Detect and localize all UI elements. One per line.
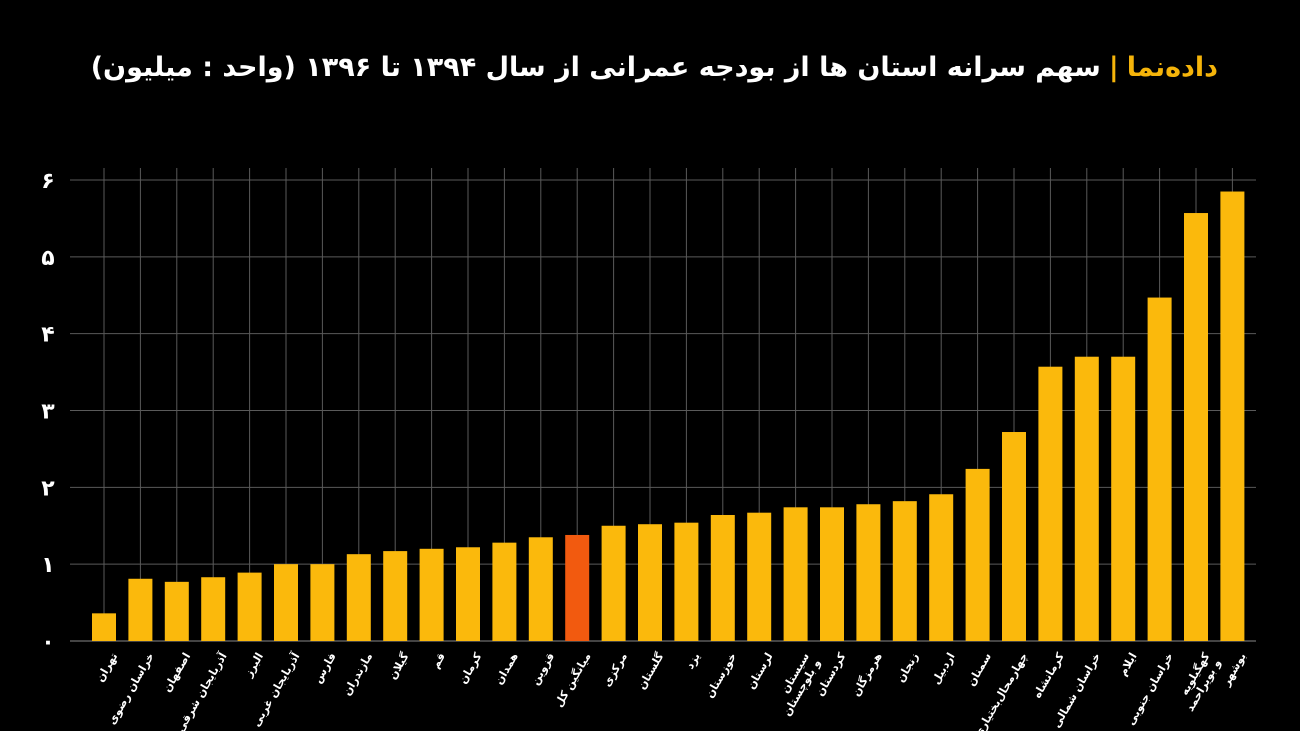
x-tick-label: کردستان [813, 650, 848, 698]
x-tick-label: کهگیلویهو بویراحمد [1172, 650, 1224, 714]
bar [820, 507, 844, 641]
y-tick-label: ۰ [41, 630, 54, 655]
x-tick-label: خوزستان [703, 651, 739, 701]
bar [892, 501, 917, 641]
bar [528, 537, 553, 641]
x-tick-label: اردبیل [929, 651, 957, 687]
bar [346, 554, 371, 641]
x-tick-label: اصفهان [160, 651, 193, 695]
x-tick-label: میانگین کل [552, 651, 593, 710]
chart-title: داده‌نما|سهم سرانه استان ها از بودجه عمر… [91, 52, 1218, 83]
bar [419, 548, 444, 641]
bar [710, 514, 735, 641]
bar [929, 494, 954, 641]
bar [1184, 213, 1208, 641]
bar [310, 564, 335, 641]
y-tick-label: ۳ [41, 400, 55, 425]
y-tick-label: ۶ [41, 169, 54, 194]
x-tick-label: گلستان [635, 650, 667, 692]
bar [965, 468, 990, 641]
title-text: سهم سرانه استان ها از بودجه عمرانی از سا… [90, 52, 1101, 83]
bar [783, 507, 808, 641]
title-separator: | [1108, 52, 1119, 83]
x-tick-label: بوشهر [1219, 651, 1249, 690]
x-tick-label: قزوین [528, 651, 557, 688]
bar [1111, 356, 1136, 641]
x-tick-label: ایلام [1116, 651, 1139, 679]
x-tick-label: سیستانو بلوچستان [769, 650, 823, 718]
x-tick-label: مازندران [340, 651, 375, 698]
bar [237, 572, 262, 641]
x-tick-label: فارس [311, 651, 339, 686]
bar [383, 551, 408, 641]
bar [274, 564, 298, 641]
x-tick-label: سمنان [965, 651, 994, 689]
bar [1074, 356, 1099, 641]
x-tick-label: لرستان [744, 651, 775, 692]
brand-logo: داده‌نما [1126, 52, 1218, 83]
x-tick-label: مرکزی [600, 651, 630, 690]
y-tick-label: ۵ [41, 246, 54, 271]
x-tick-label: تهران [93, 651, 120, 685]
bar [856, 504, 881, 641]
x-tick-label: همدان [492, 651, 521, 687]
bar [1220, 191, 1245, 641]
bar [92, 613, 116, 641]
x-tick-label: البرز [241, 651, 266, 681]
y-tick-label: ۲ [41, 476, 55, 501]
bar [201, 577, 226, 641]
x-tick-label: یزد [683, 651, 703, 672]
x-tick-label: کرمان [456, 650, 484, 686]
bar [565, 534, 590, 641]
bar [747, 512, 772, 641]
bar [492, 542, 517, 641]
bar [164, 581, 189, 641]
x-tick-label: هرمزگان [850, 651, 885, 699]
bar [638, 524, 662, 641]
bar [1002, 432, 1026, 641]
bar [601, 525, 626, 641]
bar [1147, 297, 1172, 641]
x-tick-label: زنجان [894, 651, 921, 685]
x-tick-label: گیلان [386, 650, 412, 682]
bar [456, 547, 480, 641]
x-tick-label: قم [429, 651, 448, 671]
y-tick-label: ۱ [41, 553, 54, 578]
x-tick-label: کرمانشاه [1030, 650, 1067, 700]
bar [128, 578, 153, 641]
y-tick-label: ۴ [41, 323, 54, 348]
bar [1038, 366, 1063, 641]
bar [674, 522, 699, 641]
